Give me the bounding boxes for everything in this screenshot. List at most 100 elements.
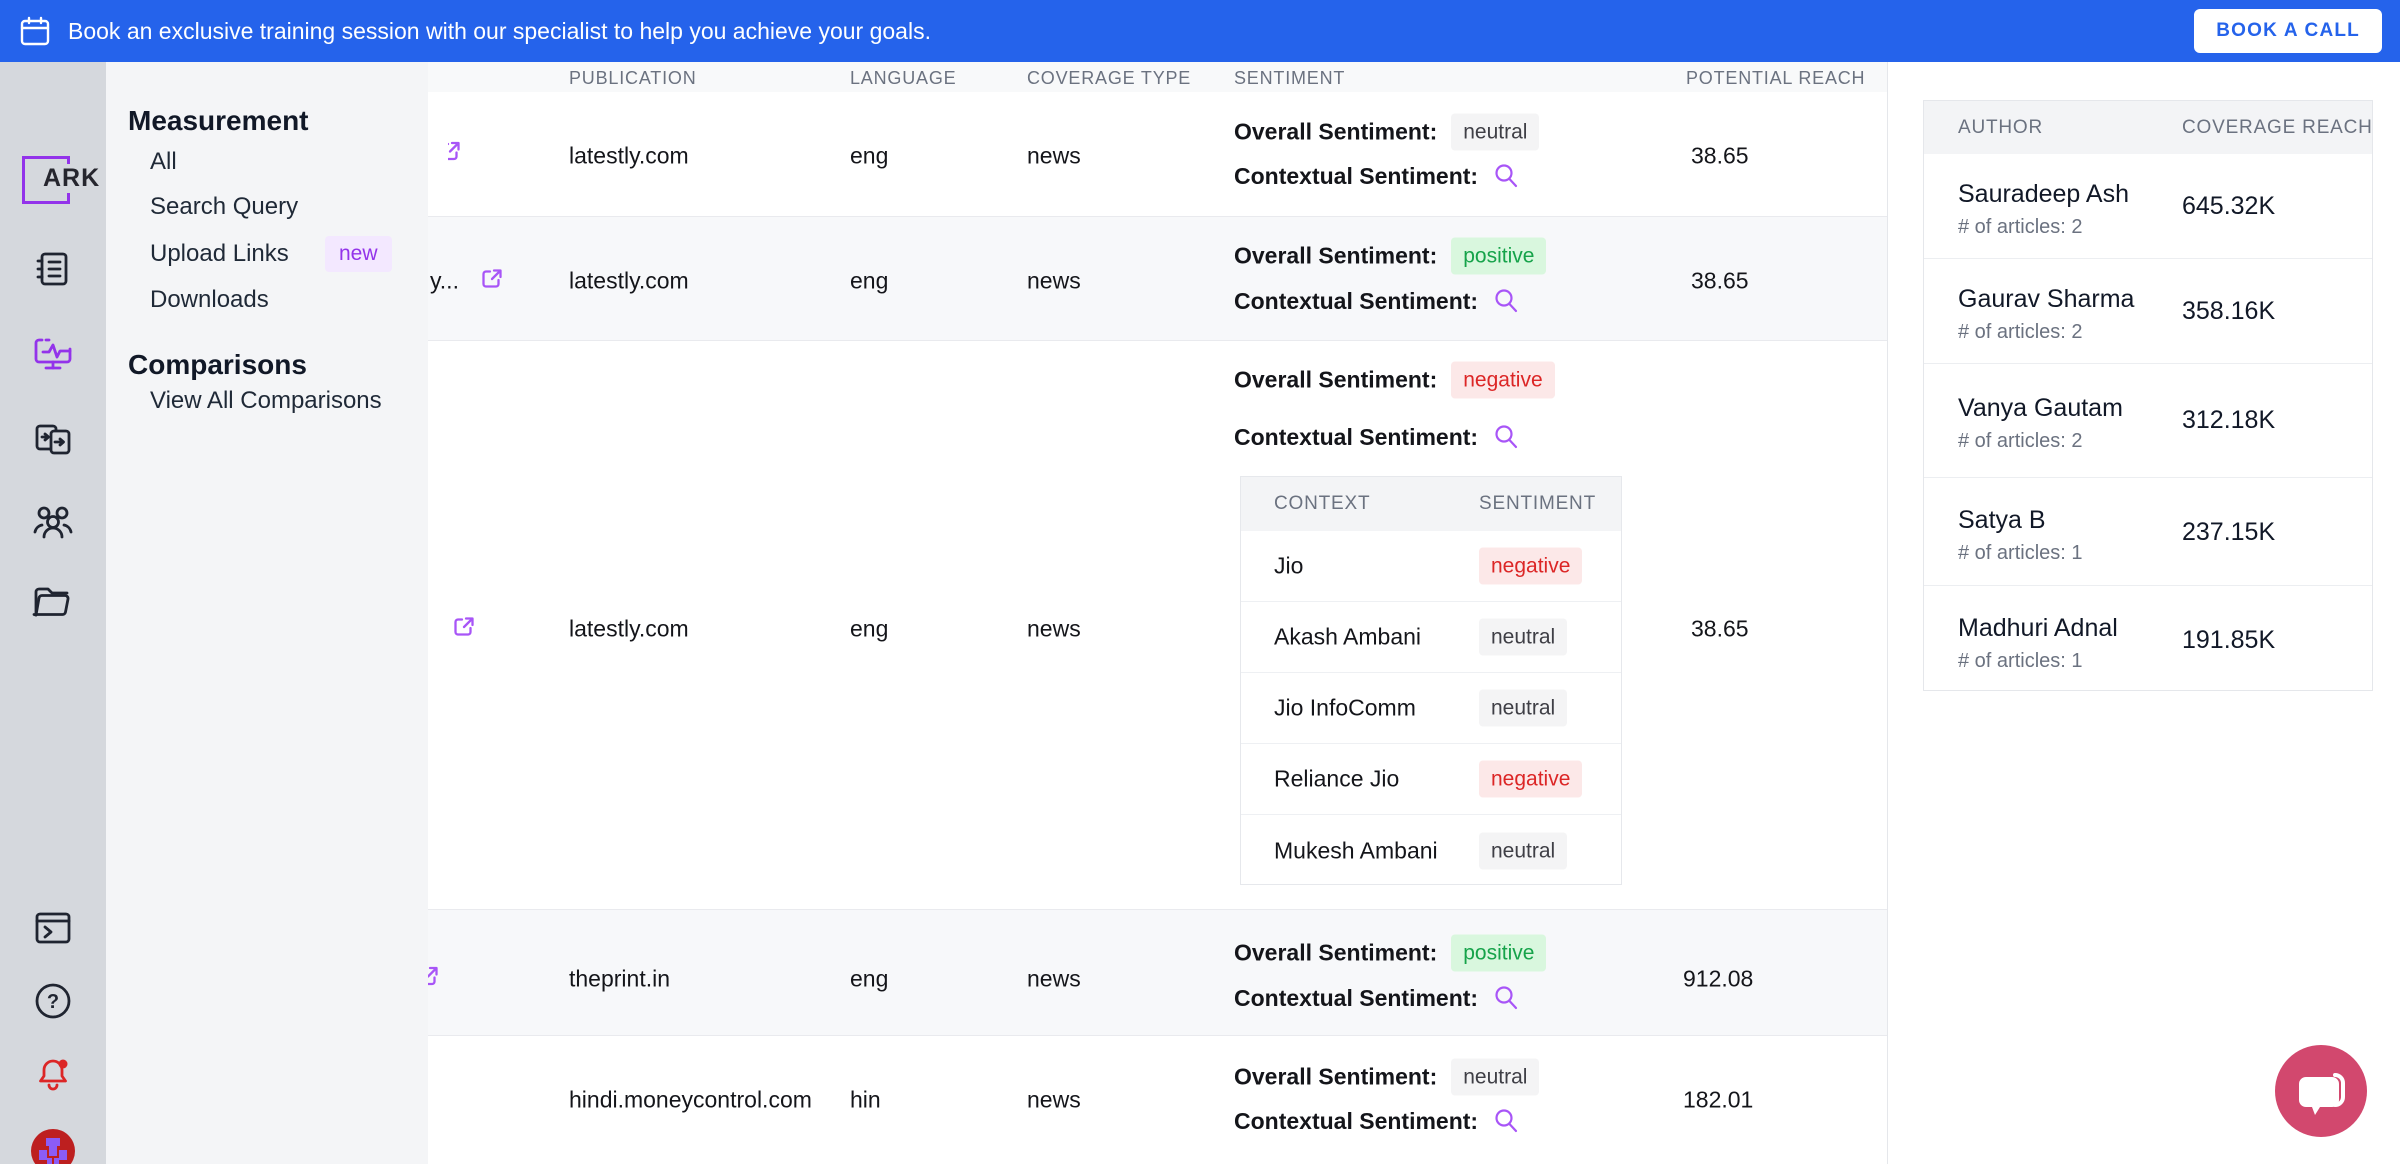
overall-sentiment-label: Overall Sentiment: xyxy=(1234,242,1438,269)
compare-icon[interactable] xyxy=(25,418,81,460)
potential-reach-cell: 38.65 xyxy=(1691,615,1749,642)
nav-item-view-all-comparisons[interactable]: View All Comparisons xyxy=(150,387,382,414)
svg-text:?: ? xyxy=(47,991,59,1013)
sentiment-badge: positive xyxy=(1451,237,1547,275)
overall-sentiment-label: Overall Sentiment: xyxy=(1234,1063,1438,1090)
calendar-icon xyxy=(20,16,50,46)
author-name: Sauradeep Ash xyxy=(1958,180,2129,208)
external-link-icon[interactable] xyxy=(480,267,504,296)
table-row: latestly.com eng news Overall Sentiment:… xyxy=(428,92,1887,217)
nav-item-upload-links[interactable]: Upload Links xyxy=(150,240,289,267)
sentiment-badge: positive xyxy=(1451,934,1547,972)
coverage-type-cell: news xyxy=(1027,142,1081,169)
chat-bubble-outline xyxy=(2333,1073,2345,1107)
magnifier-icon[interactable] xyxy=(1492,423,1520,451)
context-sentiment-badge: negative xyxy=(1479,760,1583,798)
author-name: Gaurav Sharma xyxy=(1958,285,2135,313)
author-name: Madhuri Adnal xyxy=(1958,614,2118,642)
monitor-pulse-icon[interactable] xyxy=(25,332,81,374)
author-articles: # of articles: 1 xyxy=(1958,542,2083,564)
nav-item-search-query[interactable]: Search Query xyxy=(150,193,299,220)
notebook-icon[interactable] xyxy=(25,249,81,289)
overall-sentiment-line: Overall Sentiment: negative xyxy=(1234,361,1555,399)
magnifier-icon[interactable] xyxy=(1492,287,1520,315)
side-nav: Measurement All Search Query Upload Link… xyxy=(106,62,428,1164)
nav-item-all[interactable]: All xyxy=(150,148,177,175)
book-a-call-button[interactable]: BOOK A CALL xyxy=(2194,9,2382,53)
promo-banner: Book an exclusive training session with … xyxy=(0,0,2400,62)
ark-logo-text: ARK xyxy=(40,164,104,193)
contextual-sentiment-line: Contextual Sentiment: xyxy=(1234,423,1520,451)
coverage-type-cell: news xyxy=(1027,615,1081,642)
language-cell: eng xyxy=(850,267,889,294)
potential-reach-cell: 38.65 xyxy=(1691,142,1749,169)
table-row: hindi.moneycontrol.com hin news Overall … xyxy=(428,1036,1887,1164)
chat-bubble-icon xyxy=(2299,1077,2339,1115)
magnifier-icon[interactable] xyxy=(1492,162,1520,190)
overall-sentiment-line: Overall Sentiment: positive xyxy=(1234,237,1547,275)
col-coverage-reach: COVERAGE REACH xyxy=(2182,116,2373,138)
context-table-header: CONTEXT SENTIMENT xyxy=(1241,477,1621,531)
chat-widget-button[interactable] xyxy=(2273,1043,2369,1139)
magnifier-icon[interactable] xyxy=(1492,984,1520,1012)
publication-cell: theprint.in xyxy=(569,965,671,992)
icon-rail: ARK xyxy=(0,62,106,1164)
language-cell: eng xyxy=(850,615,889,642)
context-name: Jio InfoComm xyxy=(1274,694,1416,721)
language-cell: eng xyxy=(850,965,889,992)
language-cell: hin xyxy=(850,1086,881,1113)
bell-icon[interactable] xyxy=(25,1053,81,1097)
table-row: theprint.in eng news Overall Sentiment: … xyxy=(428,910,1887,1036)
sentiment-badge: negative xyxy=(1451,361,1555,399)
context-name: Reliance Jio xyxy=(1274,765,1400,792)
context-sentiment-table: CONTEXT SENTIMENT Jio negative Akash Amb… xyxy=(1240,476,1622,885)
context-sentiment-badge: negative xyxy=(1479,547,1583,585)
nav-section-measurement: Measurement xyxy=(128,105,309,136)
author-articles: # of articles: 2 xyxy=(1958,430,2083,452)
author-articles: # of articles: 1 xyxy=(1958,650,2083,672)
sentiment-badge: neutral xyxy=(1451,113,1540,151)
help-icon[interactable]: ? xyxy=(25,980,81,1022)
nav-item-downloads[interactable]: Downloads xyxy=(150,286,269,313)
people-icon[interactable] xyxy=(25,500,81,544)
publication-cell: latestly.com xyxy=(569,615,689,642)
external-link-icon[interactable] xyxy=(452,615,476,644)
context-sentiment-badge: neutral xyxy=(1479,618,1568,656)
contextual-sentiment-label: Contextual Sentiment: xyxy=(1234,287,1479,314)
context-row: Jio negative xyxy=(1241,531,1621,602)
external-link-icon[interactable] xyxy=(448,139,462,169)
contextual-sentiment-label: Contextual Sentiment: xyxy=(1234,984,1479,1011)
author-name: Vanya Gautam xyxy=(1958,394,2123,422)
context-name: Mukesh Ambani xyxy=(1274,837,1438,863)
context-row: Jio InfoComm neutral xyxy=(1241,673,1621,744)
table-header: PUBLICATION LANGUAGE COVERAGE TYPE SENTI… xyxy=(428,62,1887,95)
author-reach: 237.15K xyxy=(2182,518,2276,546)
context-name: Akash Ambani xyxy=(1274,623,1422,650)
author-articles: # of articles: 2 xyxy=(1958,216,2083,238)
author-row: Gaurav Sharma # of articles: 2 358.16K xyxy=(1924,259,2372,364)
col-sentiment: SENTIMENT xyxy=(1234,68,1346,88)
author-row: Sauradeep Ash # of articles: 2 645.32K xyxy=(1924,154,2372,259)
author-reach: 191.85K xyxy=(2182,626,2276,654)
context-sentiment-badge: neutral xyxy=(1479,832,1568,869)
table-row: latestly.com eng news Overall Sentiment:… xyxy=(428,341,1887,910)
folder-icon[interactable] xyxy=(25,580,81,624)
authors-card: AUTHOR COVERAGE REACH Sauradeep Ash # of… xyxy=(1923,100,2373,691)
context-col-sentiment: SENTIMENT xyxy=(1479,493,1596,514)
terminal-icon[interactable] xyxy=(25,907,81,949)
overall-sentiment-label: Overall Sentiment: xyxy=(1234,118,1438,145)
author-reach: 312.18K xyxy=(2182,406,2276,434)
coverage-type-cell: news xyxy=(1027,267,1081,294)
author-row: Madhuri Adnal # of articles: 1 191.85K xyxy=(1924,586,2372,691)
context-row: Mukesh Ambani neutral xyxy=(1241,815,1621,886)
avatar[interactable] xyxy=(25,1128,81,1164)
external-link-icon[interactable] xyxy=(428,964,440,994)
magnifier-icon[interactable] xyxy=(1492,1107,1520,1135)
col-publication: PUBLICATION xyxy=(569,68,697,88)
potential-reach-cell: 912.08 xyxy=(1683,965,1754,992)
authors-header: AUTHOR COVERAGE REACH xyxy=(1924,101,2372,154)
context-row: Akash Ambani neutral xyxy=(1241,602,1621,673)
contextual-sentiment-line: Contextual Sentiment: xyxy=(1234,287,1520,315)
author-row: Satya B # of articles: 1 237.15K xyxy=(1924,478,2372,586)
banner-text: Book an exclusive training session with … xyxy=(68,17,931,44)
